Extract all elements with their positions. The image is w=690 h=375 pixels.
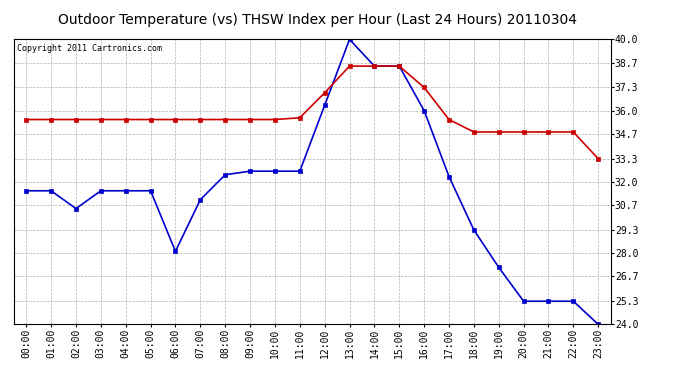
- Text: Outdoor Temperature (vs) THSW Index per Hour (Last 24 Hours) 20110304: Outdoor Temperature (vs) THSW Index per …: [58, 13, 577, 27]
- Text: Copyright 2011 Cartronics.com: Copyright 2011 Cartronics.com: [17, 44, 161, 52]
